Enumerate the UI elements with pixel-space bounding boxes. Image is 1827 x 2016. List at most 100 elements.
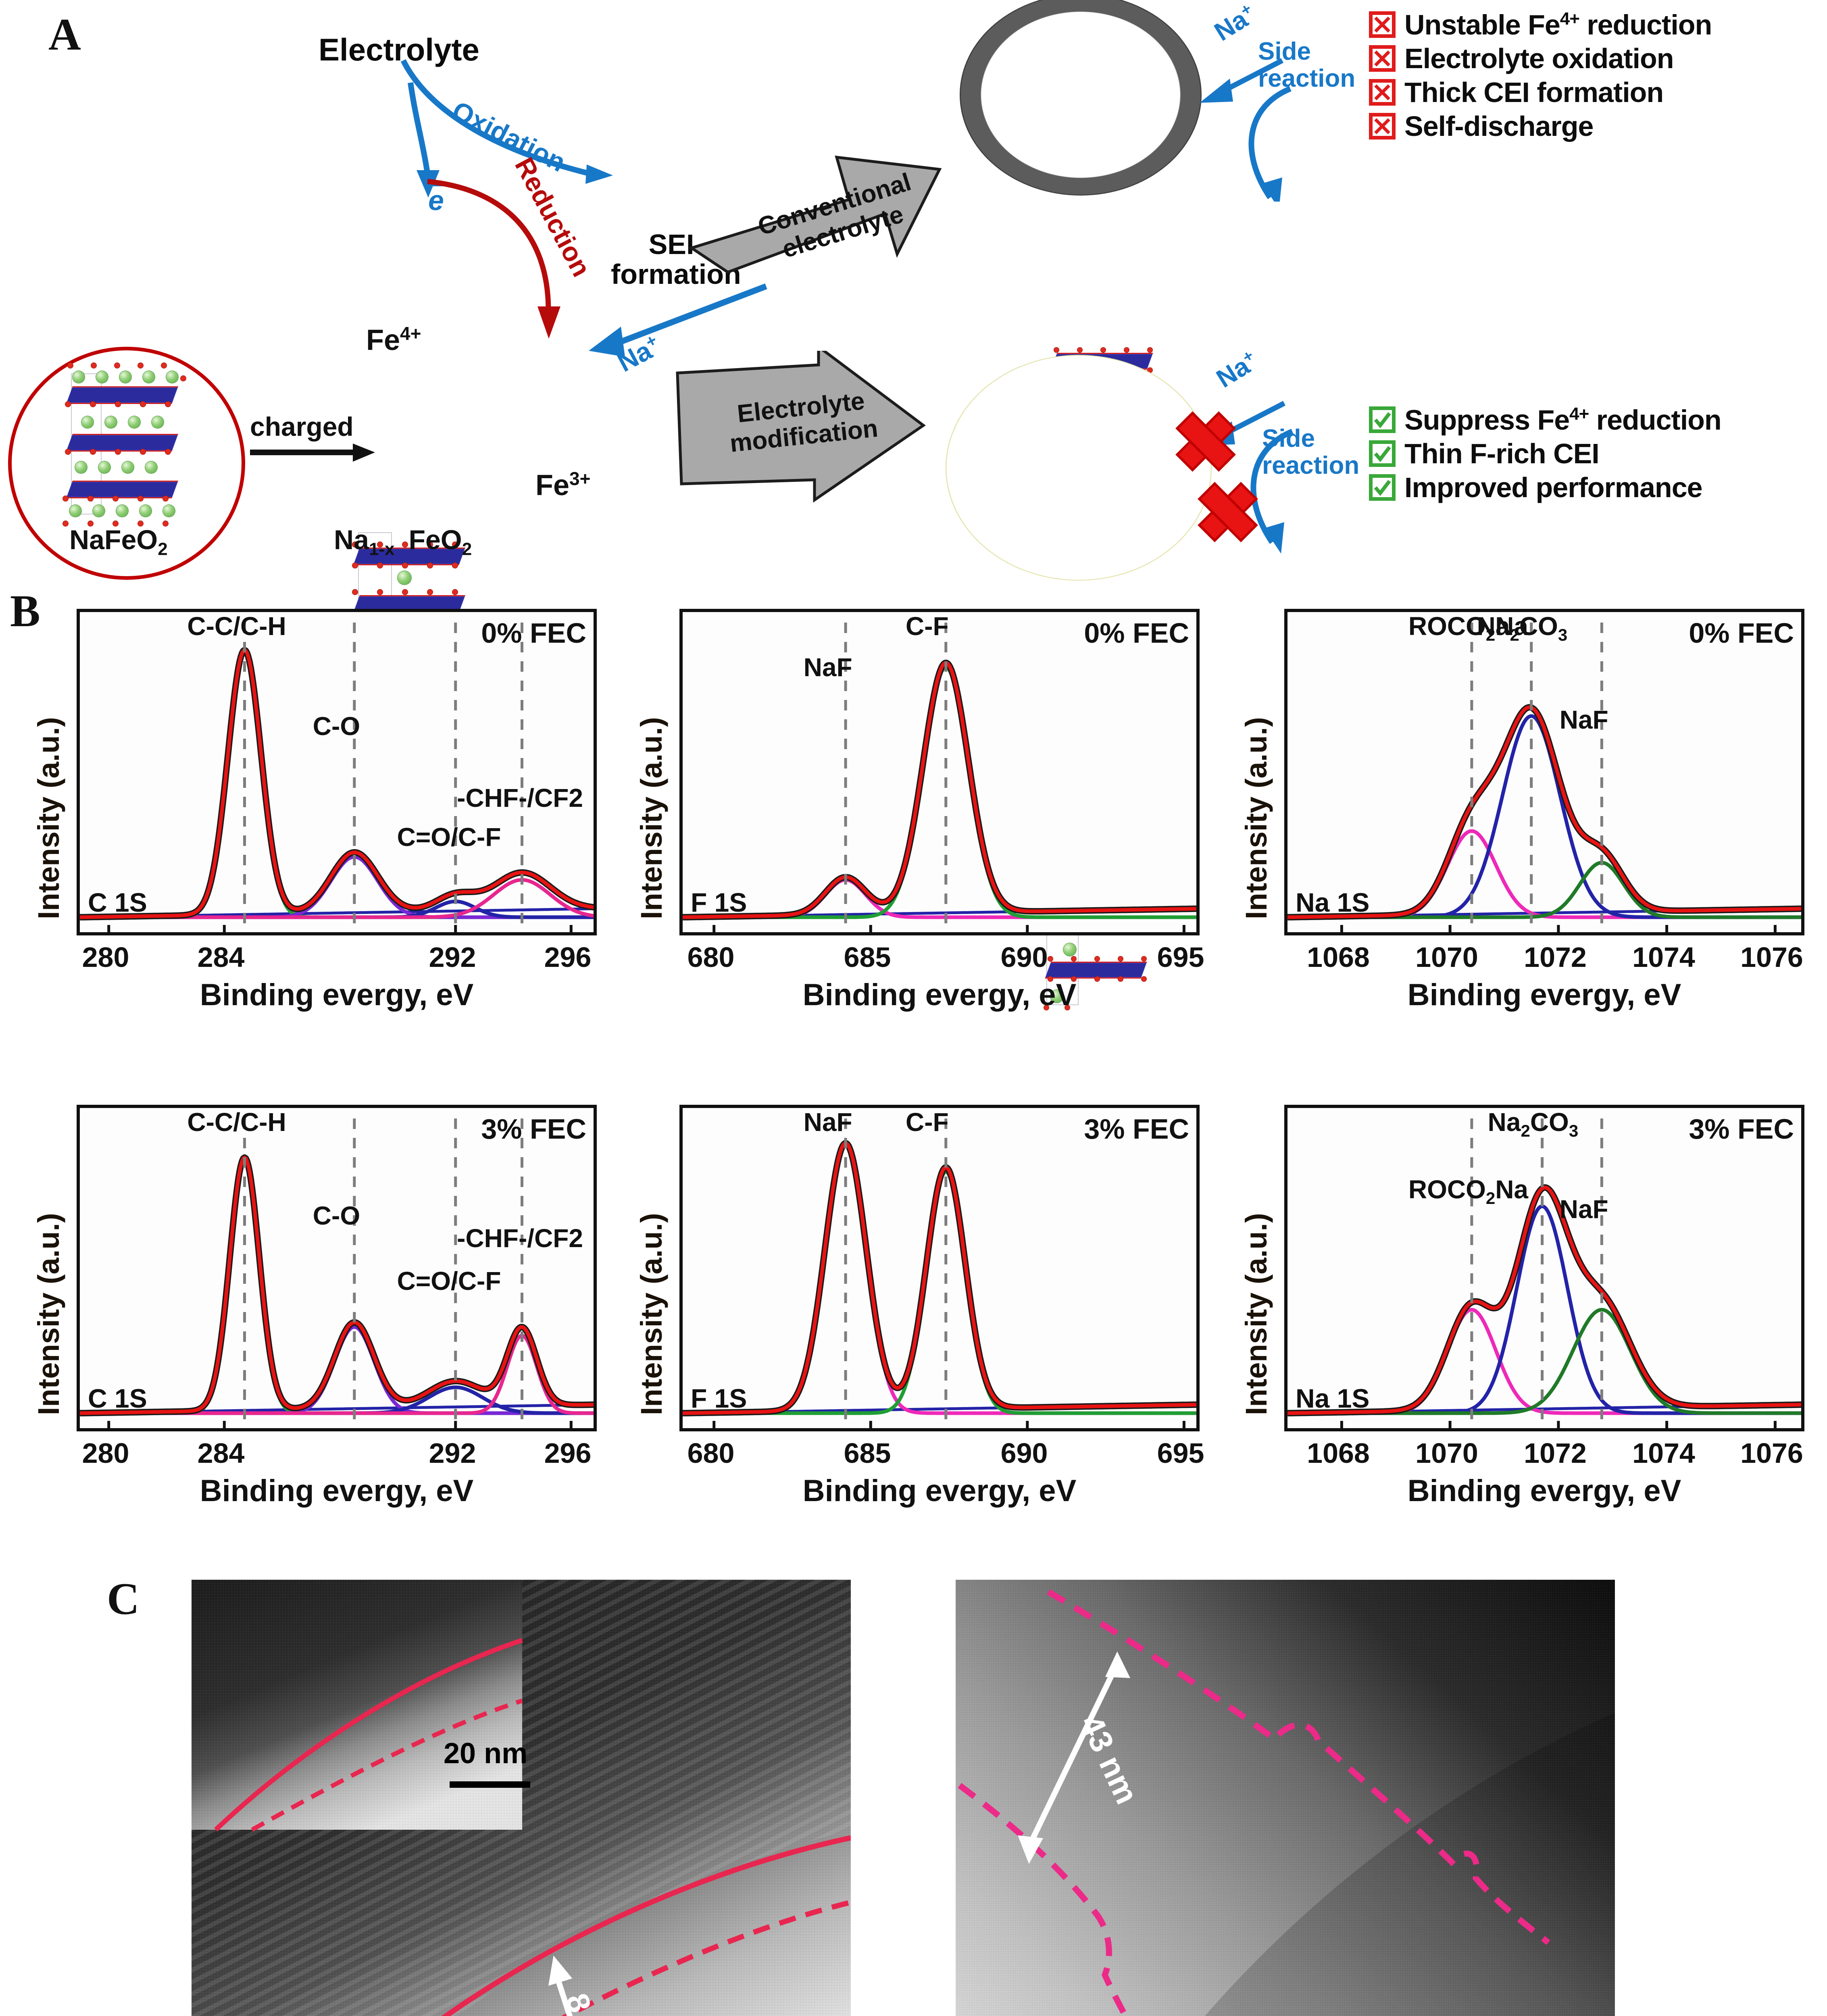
panel-b-xps: B Intensity (a.u.) 0% FEC C 1S C-C/C-H C-O C=…	[0, 589, 1827, 1572]
x-mark-icon	[1369, 45, 1396, 72]
x-mark-icon	[1369, 79, 1396, 106]
y-axis-label-c1s-0fec: Intensity (a.u.)	[32, 717, 65, 919]
x-axis-label-c1s-0fec: Binding evergy, eV	[200, 978, 474, 1012]
check-mark-icon	[1369, 440, 1396, 467]
corner-label-na1s-0fec: 0% FEC	[1689, 617, 1794, 649]
charged-material-label: Na1-x FeO2	[334, 525, 472, 559]
list-item: Improved performance	[1369, 473, 1721, 502]
x-tick-na1s-0fec-3: 1074	[1632, 941, 1695, 973]
orbital-label-na1s-3fec: Na 1S	[1296, 1383, 1370, 1413]
peak-annotation-na1s-0fec-0: ROCO2Na	[1408, 612, 1529, 644]
peak-annotation-c1s-3fec-1: C-O	[312, 1201, 360, 1230]
corner-label-f1s-3fec: 3% FEC	[1084, 1113, 1189, 1145]
x-tick-c1s-3fec-0: 280	[82, 1437, 129, 1469]
x-tick-c1s-0fec-0: 280	[82, 941, 129, 973]
peak-annotation-f1s-0fec-0: NaF	[803, 653, 852, 682]
x-tick-na1s-0fec-1: 1070	[1415, 941, 1478, 973]
pristine-material-label: NaFeO2	[69, 525, 168, 559]
check-mark-icon	[1369, 406, 1396, 433]
corner-label-c1s-3fec: 3% FEC	[481, 1113, 586, 1145]
orbital-label-c1s-0fec: C 1S	[88, 887, 147, 917]
x-tick-na1s-0fec-0: 1068	[1307, 941, 1370, 973]
x-tick-na1s-3fec-2: 1072	[1524, 1437, 1587, 1469]
panel-a-letter: A	[48, 10, 81, 60]
na-transfer-arrow	[589, 283, 767, 357]
x-axis-label-na1s-0fec: Binding evergy, eV	[1407, 978, 1681, 1012]
peak-annotation-c1s-3fec-0: C-C/C-H	[187, 1108, 286, 1137]
orbital-label-c1s-3fec: C 1S	[88, 1383, 147, 1413]
panel-c-tem: C	[0, 1572, 1827, 2016]
reduction-arrow	[427, 179, 560, 339]
pristine-material-circle	[8, 347, 245, 580]
x-axis-label-f1s-0fec: Binding evergy, eV	[802, 978, 1077, 1012]
xps-chart-c1s-3fec: Intensity (a.u.) 3% FEC C 1S C-C/C-H C-O C=O/…	[32, 1105, 597, 1508]
xps-chart-na1s-0fec: Intensity (a.u.) 0% FEC Na 1S ROCO2Na Na2CO3…	[1240, 609, 1804, 1012]
list-item: Electrolyte oxidation	[1369, 44, 1712, 73]
x-tick-c1s-3fec-2: 292	[429, 1437, 476, 1469]
sei-label-line1: SEI	[648, 229, 694, 260]
peak-annotation-na1s-0fec-1: Na2CO3	[1477, 612, 1568, 644]
particle-thin-cei	[946, 355, 1212, 581]
peak-annotation-f1s-3fec-0: NaF	[803, 1108, 852, 1137]
x-axis-label-f1s-3fec: Binding evergy, eV	[802, 1474, 1077, 1508]
peak-annotation-f1s-3fec-1: C-F	[906, 1108, 949, 1137]
corner-label-c1s-0fec: 0% FEC	[481, 617, 586, 649]
electrolyte-modification-arrow	[676, 351, 926, 503]
xps-chart-c1s-0fec: Intensity (a.u.) 0% FEC C 1S C-C/C-H C-O C=O/…	[32, 609, 597, 1012]
orbital-label-na1s-0fec: Na 1S	[1296, 887, 1370, 917]
list-item: Self-discharge	[1369, 112, 1712, 140]
peak-annotation-c1s-0fec-3: -CHF-/CF2	[457, 783, 583, 812]
orbital-label-f1s-0fec: F 1S	[691, 887, 747, 917]
list-item-label: Electrolyte oxidation	[1404, 43, 1674, 75]
x-tick-f1s-0fec-0: 680	[687, 941, 735, 973]
list-item: Thick CEI formation	[1369, 78, 1712, 106]
orbital-label-f1s-3fec: F 1S	[691, 1383, 747, 1413]
list-item-label: Unstable Fe4+ reduction	[1404, 9, 1712, 41]
peak-annotation-c1s-0fec-0: C-C/C-H	[187, 612, 286, 641]
list-item-label: Thick CEI formation	[1404, 77, 1664, 108]
x-tick-c1s-0fec-3: 296	[544, 941, 592, 973]
side-reaction-label-bottom: Side reaction	[1262, 425, 1360, 479]
peak-annotation-c1s-0fec-1: C-O	[312, 712, 360, 741]
list-item-label: Improved performance	[1404, 472, 1703, 504]
list-item: Unstable Fe4+ reduction	[1369, 10, 1712, 39]
conventional-electrolyte-arrow	[688, 155, 942, 274]
peak-annotation-f1s-0fec-1: C-F	[906, 612, 949, 641]
x-tick-f1s-0fec-3: 695	[1157, 941, 1204, 973]
na-in-out-arrows-top	[1200, 58, 1292, 202]
y-axis-label-f1s-3fec: Intensity (a.u.)	[635, 1213, 668, 1415]
x-tick-na1s-3fec-1: 1070	[1415, 1437, 1478, 1469]
x-tick-c1s-3fec-1: 284	[197, 1437, 245, 1469]
peak-annotation-c1s-0fec-2: C=O/C-F	[397, 823, 501, 852]
tem-image-3fec: 43 nm 20 nm	[956, 1580, 1615, 2016]
y-axis-label-na1s-3fec: Intensity (a.u.)	[1240, 1213, 1273, 1415]
x-tick-f1s-0fec-1: 685	[844, 941, 891, 973]
tem-image-0fec: 20 nm 8 nm 10 nm	[192, 1580, 851, 2016]
panel-a-schematic: A Electrolyte Oxidation e SEI formation …	[0, 0, 1827, 1010]
panel-b-letter: B	[10, 586, 40, 636]
x-tick-na1s-3fec-0: 1068	[1307, 1437, 1370, 1469]
drawback-list: Unstable Fe4+ reduction Electrolyte oxid…	[1369, 10, 1712, 146]
benefit-list: Suppress Fe4+ reduction Thin F-rich CEI …	[1369, 404, 1722, 507]
x-mark-icon	[1369, 11, 1396, 38]
list-item-label: Thin F-rich CEI	[1404, 438, 1600, 470]
x-tick-na1s-3fec-4: 1076	[1740, 1437, 1803, 1469]
list-item-label: Suppress Fe4+ reduction	[1404, 404, 1722, 436]
y-axis-label-na1s-0fec: Intensity (a.u.)	[1240, 717, 1273, 919]
x-tick-f1s-3fec-1: 685	[844, 1437, 891, 1469]
y-axis-label-f1s-0fec: Intensity (a.u.)	[635, 717, 668, 919]
x-axis-label-c1s-3fec: Binding evergy, eV	[200, 1474, 474, 1508]
xps-chart-na1s-3fec: Intensity (a.u.) 3% FEC Na 1S ROCO2Na Na2CO3…	[1240, 1105, 1804, 1508]
peak-annotation-na1s-3fec-0: ROCO2Na	[1408, 1175, 1529, 1208]
xps-chart-f1s-3fec: Intensity (a.u.) 3% FEC F 1S NaF C-F 680 685 69…	[635, 1105, 1204, 1508]
y-axis-label-c1s-3fec: Intensity (a.u.)	[32, 1213, 65, 1415]
electrolyte-label: Electrolyte	[319, 32, 479, 67]
x-tick-na1s-3fec-3: 1074	[1632, 1437, 1695, 1469]
x-tick-f1s-3fec-3: 695	[1157, 1437, 1204, 1469]
x-tick-f1s-3fec-0: 680	[687, 1437, 735, 1469]
peak-annotation-na1s-3fec-1: Na2CO3	[1487, 1108, 1579, 1140]
list-item: Suppress Fe4+ reduction	[1369, 404, 1722, 436]
xps-chart-f1s-0fec: Intensity (a.u.) 0% FEC F 1S NaF C-F 680 685 69…	[635, 609, 1204, 1012]
corner-label-na1s-3fec: 3% FEC	[1689, 1113, 1794, 1145]
panel-c-letter: C	[107, 1574, 140, 1624]
